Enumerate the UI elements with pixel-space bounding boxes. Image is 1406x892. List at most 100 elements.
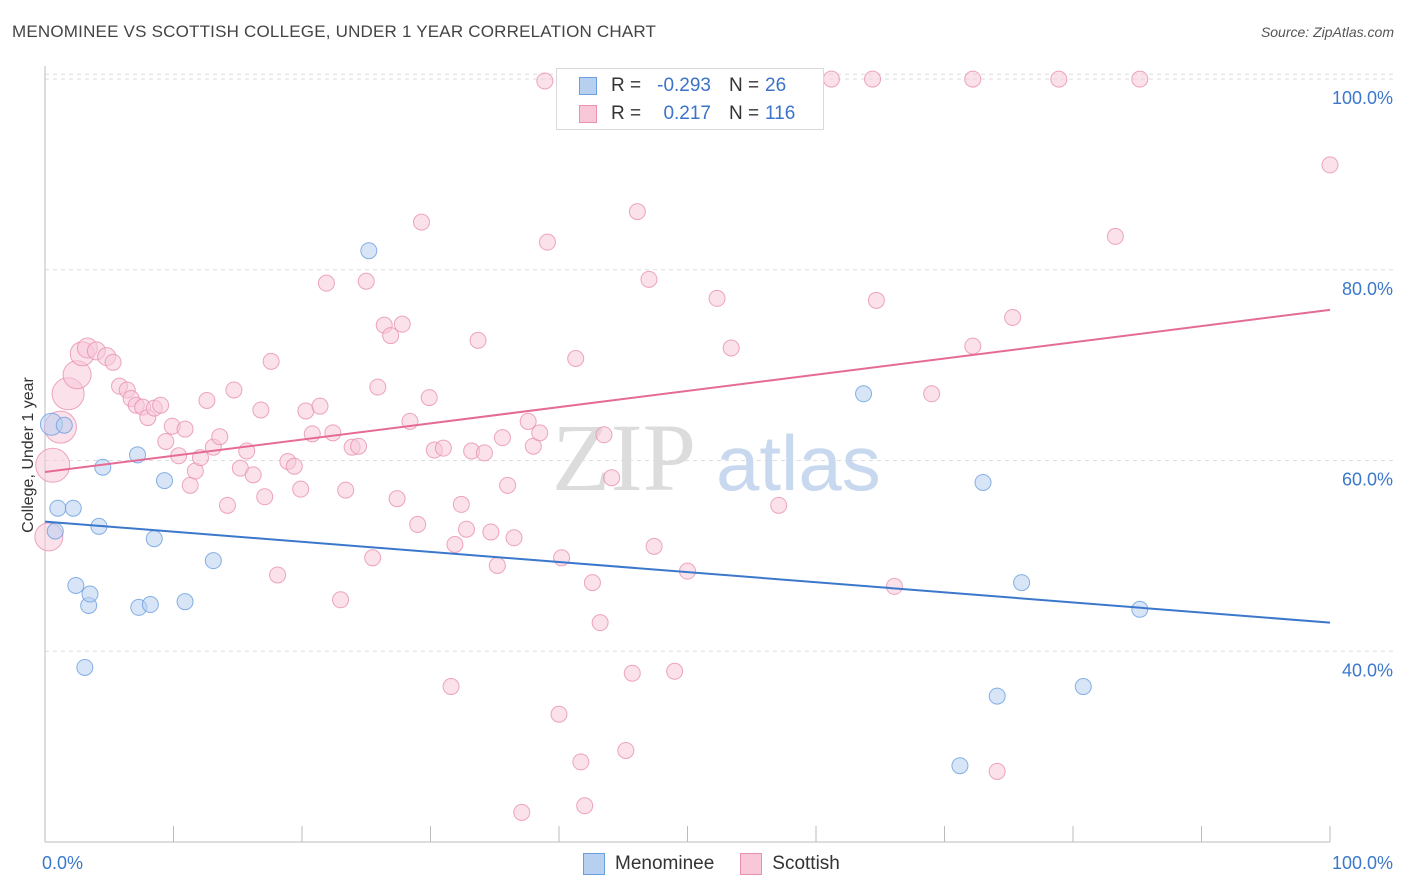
scottish-point [442,678,460,696]
scottish-point [104,353,122,371]
menominee-trend-line [44,520,1331,624]
scottish-point [176,420,194,438]
scottish-point [708,289,726,307]
axis-labels: 40.0% 60.0% 80.0% 100.0% 0.0% 100.0% College, … [20,88,1393,873]
scottish-point [576,797,594,815]
trend-lines [44,308,1331,624]
scottish-point [332,591,350,609]
scottish-point [350,437,368,455]
data-points [34,70,1339,821]
scottish-point [446,535,464,553]
y-axis-label: College, Under 1 year [20,377,37,533]
legend-label: Scottish [772,853,840,874]
y-tick-label: 100.0% [1332,88,1393,108]
scottish-point [369,378,387,396]
scottish-point [567,349,585,367]
scottish-point [499,476,517,494]
legend-item-scottish: Scottish [740,853,840,875]
scottish-trend-line [44,308,1331,473]
scottish-point [244,466,262,484]
legend-swatch-menominee [579,77,597,95]
watermark: ZIP atlas [552,404,881,511]
menominee-point [76,658,94,676]
scottish-point [640,270,658,288]
scottish-point [388,490,406,508]
scottish-point [252,401,270,419]
x-tick-label: 0.0% [42,853,83,873]
scottish-point [413,213,431,231]
watermark-zip: ZIP [552,404,696,511]
scottish-point [269,566,287,584]
scottish-point [311,397,329,415]
scottish-point [317,274,335,292]
menominee-point [46,522,64,540]
watermark-atlas: atlas [716,419,881,507]
scottish-point [1131,70,1149,88]
scottish-point [538,233,556,251]
scottish-point [1321,156,1339,174]
scottish-point [964,70,982,88]
scottish-point [583,574,601,592]
chart-title: MENOMINEE VS SCOTTISH COLLEGE, UNDER 1 Y… [12,22,657,41]
correlation-legend: R = -0.293 N = 26 R = 0.217 N = 116 [556,68,824,130]
scottish-point [572,753,590,771]
scottish-point [157,432,175,450]
scottish-point [1050,70,1068,88]
y-tick-label: 40.0% [1342,660,1393,680]
menominee-point [360,242,378,260]
scottish-point [488,556,506,574]
scottish-point [152,396,170,414]
scottish-point [457,520,475,538]
menominee-point [176,593,194,611]
scottish-point [292,480,310,498]
scottish-point [867,291,885,309]
legend-row-scottish: R = 0.217 N = 116 [579,101,795,127]
menominee-point [145,530,163,548]
scottish-point [364,549,382,567]
legend-swatch-menominee [583,853,605,875]
scottish-point [337,481,355,499]
scottish-point [666,662,684,680]
scottish-point [885,577,903,595]
scottish-point [513,803,531,821]
scottish-point [603,469,621,487]
menominee-point [951,757,969,775]
n-label: N = [729,75,760,96]
scottish-point [770,496,788,514]
scottish-point [923,385,941,403]
r-value: 0.217 [663,103,711,124]
menominee-point [988,687,1006,705]
scottish-point [536,72,554,90]
legend-swatch-scottish [579,105,597,123]
scottish-point [988,762,1006,780]
scottish-point [357,272,375,290]
scottish-point [505,529,523,547]
menominee-point [49,499,67,517]
r-label: R = [611,103,642,124]
scottish-point [452,495,470,513]
y-tick-label: 80.0% [1342,279,1393,299]
scottish-point [595,426,613,444]
r-label: R = [611,75,642,96]
scottish-point [324,424,342,442]
scottish-point [482,523,500,541]
legend-row-menominee: R = -0.293 N = 26 [579,73,786,99]
r-value: -0.293 [657,75,711,96]
scottish-point [469,331,487,349]
scottish-point [198,391,216,409]
scottish-point [964,337,982,355]
scottish-point [285,457,303,475]
menominee-point [1013,574,1031,592]
scottish-point [864,70,882,88]
n-value: 26 [765,75,787,96]
scottish-point [35,447,71,483]
n-label: N = [729,103,760,124]
scottish-point [218,496,236,514]
source-label: Source: ZipAtlas.com [1260,24,1394,40]
scottish-point [393,315,411,333]
scottish-point [519,412,537,430]
menominee-point [204,552,222,570]
legend-item-menominee: Menominee [583,853,714,875]
legend-label: Menominee [615,853,715,874]
